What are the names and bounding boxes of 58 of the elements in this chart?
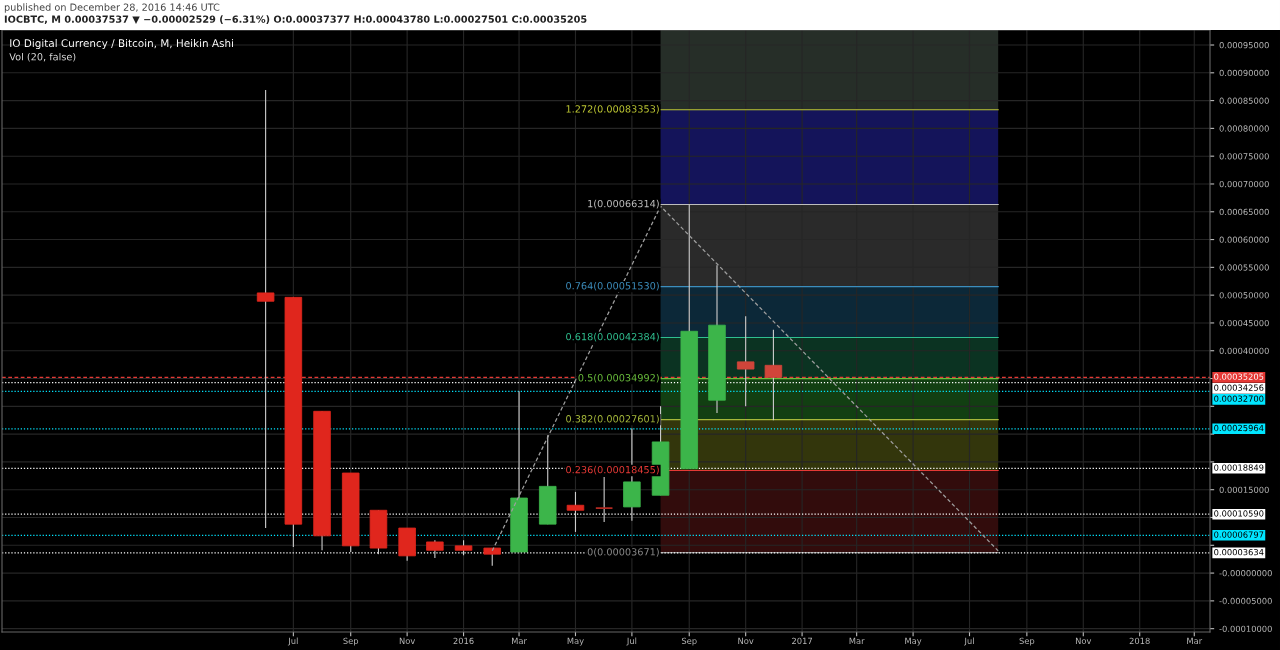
ref-line-label: 0.00006797 bbox=[1214, 531, 1264, 538]
candlestick bbox=[594, 476, 614, 523]
text: published on December 28, 2016 14:46 UTC bbox=[4, 3, 220, 13]
x-tick-label: 2017 bbox=[792, 637, 812, 645]
y-tick-label: 0.00015000 bbox=[1219, 486, 1269, 493]
y-tick-label: 0.00085000 bbox=[1219, 97, 1269, 104]
ref-line-label: 1(0.00066314) bbox=[588, 199, 659, 209]
x-tick-label: Sep bbox=[1019, 637, 1035, 646]
ref-line-label: 0.00003634 bbox=[1214, 548, 1264, 556]
x-tick-label: Jul bbox=[287, 637, 298, 646]
x-tick-label: Sep bbox=[681, 637, 697, 646]
ref-line-label: 0.00018849 bbox=[1214, 464, 1264, 471]
x-tick-label: Jul bbox=[964, 637, 974, 646]
x-tick-label: Mar bbox=[849, 637, 865, 645]
y-tick-label: 0.00070000 bbox=[1219, 180, 1269, 188]
candlestick bbox=[566, 491, 585, 533]
ref-line-label: 0.00010590 bbox=[1214, 510, 1264, 517]
y-tick-label: 0.00090000 bbox=[1219, 69, 1269, 77]
y-tick-label: 0.00060000 bbox=[1219, 236, 1269, 243]
y-tick-label: -0.00005000 bbox=[1219, 597, 1272, 605]
ref-line-label: 0.764(0.00051530) bbox=[566, 281, 659, 291]
candlestick bbox=[736, 315, 755, 407]
ref-line-label: 0.236(0.00018455) bbox=[566, 465, 659, 475]
y-tick-label: -0.00000000 bbox=[1219, 570, 1272, 577]
x-tick-label: Nov bbox=[738, 637, 754, 645]
ref-line-label: 0.00032700 bbox=[1214, 395, 1264, 402]
y-tick-label: 0.00065000 bbox=[1219, 208, 1269, 216]
x-tick-label: 2018 bbox=[1129, 637, 1150, 645]
text: IO Digital Currency / Bitcoin, M, Heikin Ashi bbox=[10, 39, 233, 50]
ref-line-label: 0(0.00003671) bbox=[587, 547, 659, 557]
x-tick-label: Jul bbox=[626, 637, 637, 646]
x-tick-label: May bbox=[905, 637, 922, 646]
x-tick-label: Nov bbox=[1075, 637, 1092, 645]
y-tick-label: 0.00075000 bbox=[1219, 153, 1269, 160]
ref-line-label: 0.5(0.00034992) bbox=[578, 373, 659, 383]
x-tick-label: Sep bbox=[343, 637, 359, 646]
ref-line-label: 0.00025964 bbox=[1214, 424, 1264, 432]
y-tick-label: 0.00045000 bbox=[1219, 319, 1269, 327]
text: Vol (20, false) bbox=[9, 52, 76, 62]
ref-line-label: 0.382(0.00027601) bbox=[566, 414, 659, 424]
x-tick-label: Mar bbox=[1187, 637, 1203, 645]
ref-line-label: 0.00035205 bbox=[1214, 373, 1264, 380]
ref-line-label: 0.618(0.00042384) bbox=[566, 332, 659, 342]
candlestick bbox=[256, 89, 275, 529]
text: IOCBTC, M 0.00037537 ▼ −0.00002529 (−6.31%) O:0.00037377 H:0.00043780 L:0.00027501 C:0.00035205 bbox=[4, 15, 587, 25]
x-tick-label: 2016 bbox=[453, 637, 474, 645]
y-tick-label: 0.00050000 bbox=[1219, 292, 1269, 299]
y-tick-label: 0.00080000 bbox=[1219, 125, 1269, 132]
x-tick-label: Mar bbox=[512, 637, 527, 645]
y-tick-label: 0.00095000 bbox=[1219, 41, 1269, 49]
y-tick-label: 0.00055000 bbox=[1219, 264, 1269, 271]
ref-line-label: 0.00034256 bbox=[1214, 384, 1264, 391]
y-tick-label: -0.00010000 bbox=[1219, 625, 1272, 632]
ref-line-label: 1.272(0.00083353) bbox=[566, 105, 659, 114]
y-tick-label: 0.00040000 bbox=[1219, 347, 1269, 355]
x-tick-label: Nov bbox=[399, 637, 416, 645]
candlestick bbox=[764, 329, 783, 421]
x-tick-label: May bbox=[567, 637, 584, 646]
